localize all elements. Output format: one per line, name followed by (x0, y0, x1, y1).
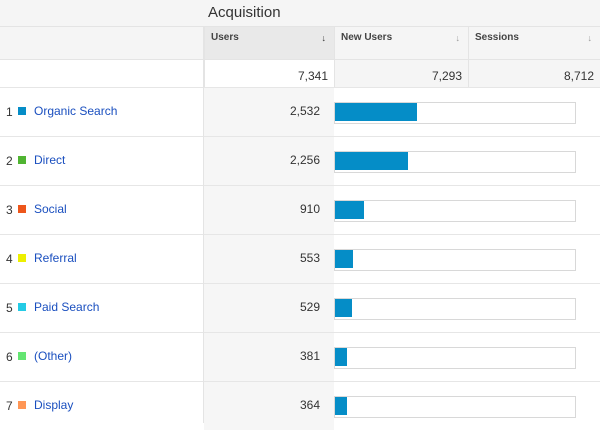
channel-color-swatch (18, 352, 26, 360)
row-rank: 1 (6, 105, 13, 119)
total-users: 7,341 (204, 59, 334, 87)
users-cell-bg (204, 186, 334, 234)
channel-link[interactable]: Social (34, 202, 67, 216)
bar-fill (335, 152, 408, 170)
bar-fill (335, 397, 347, 415)
table-row: 7 Display 364 (0, 381, 600, 430)
channel-color-swatch (18, 205, 26, 213)
table-row: 5 Paid Search 529 (0, 283, 600, 332)
table-row: 2 Direct 2,256 (0, 136, 600, 185)
row-rank: 7 (6, 399, 13, 413)
column-header-new-users-label: New Users (341, 32, 393, 43)
users-cell-bg (204, 333, 334, 381)
bar-track (334, 200, 576, 222)
users-value: 2,532 (289, 104, 320, 118)
bar-fill (335, 201, 364, 219)
bar-track (334, 396, 576, 418)
bar-fill (335, 103, 417, 121)
users-cell-bg (204, 137, 334, 185)
channel-link[interactable]: Display (34, 398, 74, 412)
channel-link[interactable]: Referral (34, 251, 77, 265)
bar-fill (335, 299, 352, 317)
table-row: 4 Referral 553 (0, 234, 600, 283)
totals-left-spacer (0, 59, 204, 87)
sort-arrow-icon[interactable]: ↓ (587, 33, 593, 43)
users-cell-bg (204, 235, 334, 283)
users-value: 529 (299, 300, 320, 314)
channel-color-swatch (18, 156, 26, 164)
bar-track (334, 249, 576, 271)
channel-color-swatch (18, 107, 26, 115)
bar-track (334, 102, 576, 124)
users-cell-bg (204, 382, 334, 430)
users-value: 364 (299, 398, 320, 412)
header-left-spacer (0, 26, 204, 59)
channel-link[interactable]: Direct (34, 153, 66, 167)
bar-fill (335, 250, 353, 268)
column-header-users[interactable]: Users ↓ (204, 26, 334, 59)
row-rank: 4 (6, 252, 13, 266)
bar-track (334, 347, 576, 369)
users-value: 381 (299, 349, 320, 363)
users-value: 910 (299, 202, 320, 216)
total-new-users: 7,293 (334, 59, 468, 87)
table-row: 3 Social 910 (0, 185, 600, 234)
channel-link[interactable]: (Other) (34, 349, 73, 363)
column-header-new-users[interactable]: New Users ↓ (334, 26, 468, 59)
column-header-sessions-label: Sessions (475, 32, 519, 43)
channel-color-swatch (18, 254, 26, 262)
users-value: 2,256 (289, 153, 320, 167)
column-header-sessions[interactable]: Sessions ↓ (468, 26, 600, 59)
users-value: 553 (299, 251, 320, 265)
channel-color-swatch (18, 401, 26, 409)
total-sessions: 8,712 (468, 59, 600, 87)
table-row: 6 (Other) 381 (0, 332, 600, 381)
users-cell-bg (204, 284, 334, 332)
bar-track (334, 151, 576, 173)
sort-arrow-icon[interactable]: ↓ (321, 33, 327, 43)
sort-arrow-icon[interactable]: ↓ (455, 33, 461, 43)
column-divider (203, 26, 204, 423)
channel-color-swatch (18, 303, 26, 311)
header-band (0, 0, 600, 26)
users-cell-bg (204, 88, 334, 136)
row-rank: 2 (6, 154, 13, 168)
row-rank: 6 (6, 350, 13, 364)
row-rank: 5 (6, 301, 13, 315)
channel-link[interactable]: Paid Search (34, 300, 100, 314)
row-rank: 3 (6, 203, 13, 217)
channel-link[interactable]: Organic Search (34, 104, 118, 118)
bar-track (334, 298, 576, 320)
column-header-users-label: Users (211, 32, 239, 43)
bar-fill (335, 348, 347, 366)
acquisition-group-label: Acquisition (208, 4, 281, 21)
table-row: 1 Organic Search 2,532 (0, 87, 600, 136)
